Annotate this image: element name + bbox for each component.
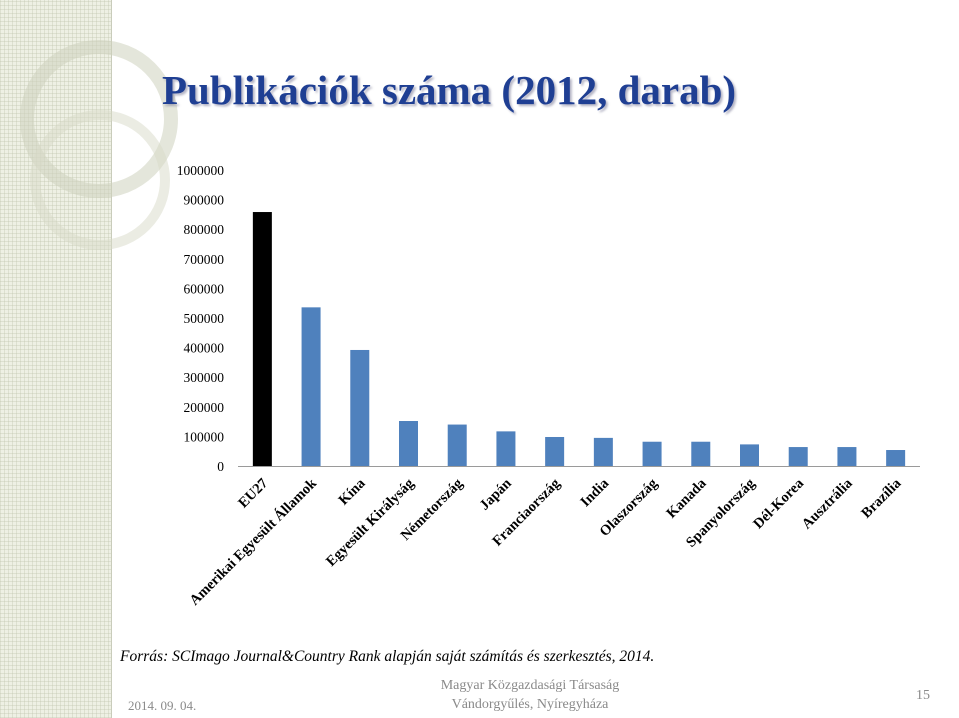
x-tick-label: Dél-Korea <box>750 475 807 532</box>
bar <box>496 431 516 466</box>
y-tick-label: 0 <box>217 459 224 474</box>
bar <box>350 349 370 466</box>
page-number: 15 <box>916 688 930 703</box>
x-tick-label: EU27 <box>235 476 271 512</box>
y-tick-label: 900000 <box>184 193 225 208</box>
x-tick-label: Brazília <box>858 475 905 522</box>
x-tick-label: Japán <box>477 476 515 514</box>
bar <box>837 447 857 466</box>
y-tick-label: 1000000 <box>177 163 225 178</box>
y-tick-label: 200000 <box>184 400 225 415</box>
x-tick-label: India <box>577 475 612 510</box>
bar <box>399 421 418 466</box>
organization-name: Magyar Közgazdasági Társaság <box>440 678 620 693</box>
x-tick-label: Kína <box>336 475 369 508</box>
y-tick-label: 300000 <box>184 370 225 385</box>
event-name: Vándorgyűlés, Nyíregyháza <box>451 697 609 712</box>
bar <box>886 450 906 466</box>
y-tick-label: 100000 <box>184 429 225 444</box>
bar <box>593 437 613 466</box>
y-tick-label: 700000 <box>184 252 225 267</box>
bar <box>447 424 467 466</box>
source-note: Forrás: SCImago Journal&Country Rank ala… <box>120 648 655 665</box>
y-tick-label: 500000 <box>184 311 225 326</box>
bar <box>691 441 711 466</box>
y-tick-label: 600000 <box>184 281 225 296</box>
bar <box>740 444 759 466</box>
y-tick-label: 800000 <box>184 222 225 237</box>
organization-footer: Magyar Közgazdasági Társaság Vándorgyűlé… <box>400 676 660 714</box>
bar <box>252 212 272 466</box>
slide-title: Publikációk száma (2012, darab) <box>162 67 737 113</box>
x-tick-label: Egyesült Királyság <box>323 475 418 570</box>
bar <box>301 307 321 466</box>
x-tick-label: Kanada <box>664 475 711 522</box>
y-tick-label: 400000 <box>184 341 225 356</box>
bar <box>642 441 662 466</box>
bar <box>788 447 808 466</box>
bar <box>545 436 565 466</box>
x-tick-label: Ausztrália <box>799 475 856 532</box>
decorative-circle <box>30 110 170 250</box>
slide-date: 2014. 09. 04. <box>128 698 197 713</box>
